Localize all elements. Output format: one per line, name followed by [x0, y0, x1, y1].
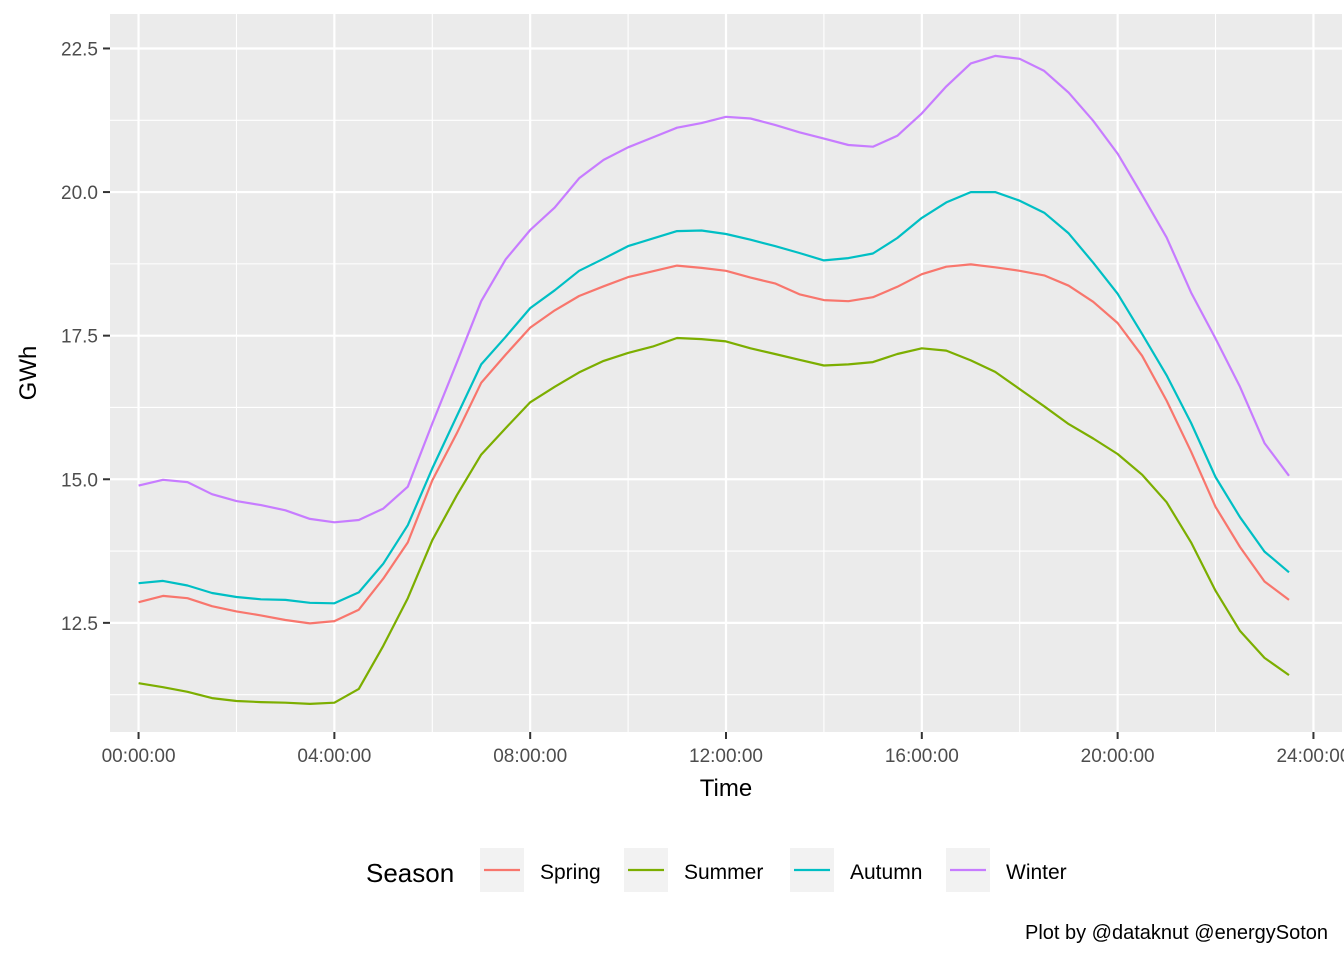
series-line-spring — [138, 263, 1290, 625]
y-axis-title: GWh — [15, 346, 42, 401]
x-tick-label: 20:00:00 — [1081, 746, 1155, 767]
series-line-winter — [138, 54, 1290, 524]
y-tick-label: 12.5 — [61, 614, 98, 635]
x-tick-label: 12:00:00 — [689, 746, 763, 767]
major-gridlines — [110, 14, 1342, 732]
x-tick-label: 16:00:00 — [885, 746, 959, 767]
x-axis: 00:00:00 04:00:00 08:00:00 12:00:00 16:00:00… — [102, 732, 1344, 767]
y-tick-label: 15.0 — [61, 470, 98, 491]
x-tick-label: 24:00:00 — [1276, 746, 1344, 767]
series-line-summer — [138, 336, 1290, 706]
y-tick-label: 17.5 — [61, 327, 98, 348]
legend: Season Spring Summer Autumn Winter — [366, 848, 1067, 892]
x-tick-label: 08:00:00 — [493, 746, 567, 767]
legend-label-summer: Summer — [684, 861, 763, 884]
plot-caption: Plot by @dataknut @energySoton — [1025, 922, 1328, 944]
x-axis-title: Time — [700, 775, 752, 802]
legend-label-spring: Spring — [540, 861, 601, 884]
legend-label-autumn: Autumn — [850, 861, 922, 884]
legend-label-winter: Winter — [1006, 861, 1067, 884]
series-lines — [138, 54, 1290, 706]
legend-title: Season — [366, 858, 454, 888]
x-tick-label: 04:00:00 — [297, 746, 371, 767]
series-line-autumn — [138, 191, 1290, 605]
y-tick-label: 20.0 — [61, 183, 98, 204]
x-tick-label: 00:00:00 — [102, 746, 176, 767]
y-tick-label: 22.5 — [61, 39, 98, 60]
y-axis: 12.5 15.0 17.5 20.0 22.5 — [61, 39, 110, 635]
